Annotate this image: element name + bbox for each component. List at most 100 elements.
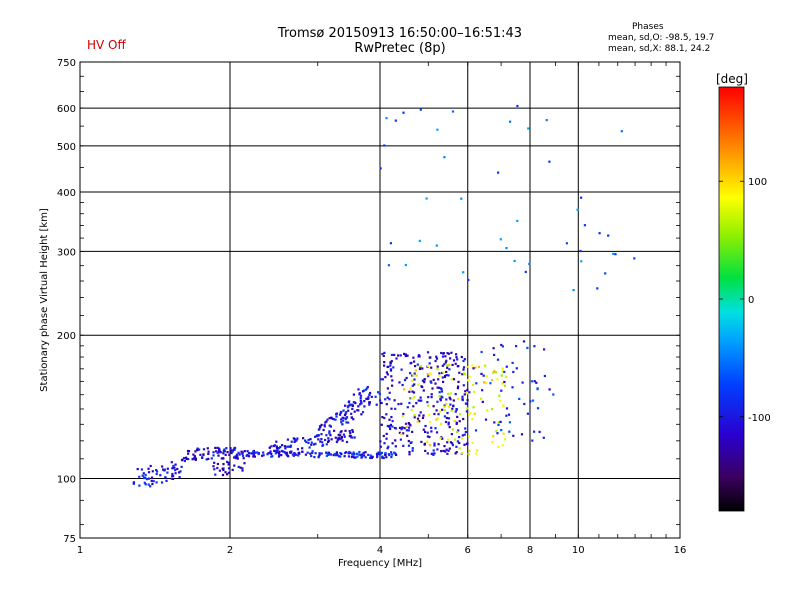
echo-point bbox=[497, 445, 500, 448]
echo-point bbox=[480, 350, 483, 354]
echo-point bbox=[421, 367, 424, 370]
echo-point bbox=[511, 386, 514, 389]
echo-point bbox=[351, 453, 354, 456]
echo-point bbox=[391, 420, 394, 423]
echo-point bbox=[404, 354, 407, 358]
echo-point bbox=[382, 354, 385, 357]
echo-point bbox=[347, 452, 350, 455]
echo-point bbox=[442, 380, 445, 383]
echo-point bbox=[438, 391, 441, 394]
echo-point bbox=[454, 452, 457, 455]
echo-point bbox=[389, 427, 392, 431]
echo-point bbox=[325, 454, 328, 457]
echo-point bbox=[160, 481, 164, 484]
echo-point bbox=[434, 427, 437, 430]
echo-point bbox=[391, 384, 394, 387]
echo-point bbox=[323, 425, 326, 428]
echo-point bbox=[420, 385, 423, 388]
echo-point bbox=[462, 271, 465, 274]
echo-point bbox=[270, 445, 273, 448]
echo-point bbox=[224, 471, 227, 474]
echo-point bbox=[338, 438, 341, 441]
echo-point bbox=[471, 441, 474, 444]
echo-point bbox=[444, 355, 447, 358]
echo-point bbox=[449, 398, 452, 401]
echo-point bbox=[416, 363, 419, 366]
echo-point bbox=[166, 471, 169, 474]
echo-point bbox=[462, 417, 465, 421]
echo-point bbox=[359, 399, 362, 402]
echo-point bbox=[447, 438, 450, 441]
echo-point bbox=[452, 404, 455, 407]
echo-point bbox=[319, 425, 322, 428]
echo-point bbox=[292, 437, 295, 440]
echo-point bbox=[196, 447, 199, 450]
echo-point bbox=[278, 450, 281, 453]
echo-point bbox=[386, 387, 389, 390]
echo-point bbox=[355, 452, 359, 455]
echo-point bbox=[480, 397, 483, 400]
echo-point bbox=[548, 160, 551, 163]
echo-point bbox=[420, 440, 423, 443]
echo-point bbox=[366, 397, 369, 401]
echo-point bbox=[192, 453, 195, 456]
echo-point bbox=[411, 374, 414, 377]
echo-point bbox=[290, 440, 293, 443]
echo-point bbox=[225, 447, 228, 450]
echo-point bbox=[492, 371, 495, 374]
echo-point bbox=[318, 453, 321, 457]
echo-point bbox=[356, 409, 359, 412]
echo-point bbox=[413, 372, 416, 375]
echo-point bbox=[418, 420, 421, 423]
echo-point bbox=[512, 370, 515, 374]
echo-point bbox=[286, 445, 289, 448]
echo-point bbox=[492, 347, 495, 350]
echo-point bbox=[351, 404, 354, 407]
echo-point bbox=[342, 419, 345, 422]
echo-point bbox=[370, 456, 373, 460]
echo-point bbox=[419, 366, 422, 369]
echo-point bbox=[344, 418, 347, 421]
echo-point bbox=[357, 388, 360, 391]
x-tick-label: 16 bbox=[674, 545, 687, 556]
echo-point bbox=[340, 430, 343, 433]
echo-point bbox=[207, 450, 210, 453]
echo-point bbox=[313, 456, 316, 459]
echo-point bbox=[437, 443, 440, 446]
echo-point bbox=[441, 355, 445, 358]
echo-point bbox=[463, 358, 466, 361]
echo-point bbox=[330, 416, 333, 419]
echo-point bbox=[359, 454, 362, 457]
echo-point bbox=[413, 414, 416, 417]
echo-point bbox=[224, 453, 227, 456]
echo-point bbox=[419, 365, 422, 368]
y-tick-label: 75 bbox=[63, 534, 76, 545]
echo-point bbox=[370, 395, 373, 398]
echo-point bbox=[399, 438, 402, 441]
echo-point bbox=[220, 457, 223, 460]
echo-point bbox=[349, 432, 352, 435]
echo-point bbox=[202, 453, 205, 456]
echo-point bbox=[439, 397, 442, 401]
echo-point bbox=[345, 411, 348, 414]
chart-title: Tromsø 20150913 16:50:00–16:51:43 bbox=[277, 26, 523, 41]
echo-point bbox=[475, 449, 479, 452]
echo-point bbox=[413, 383, 416, 386]
echo-point bbox=[439, 399, 442, 402]
echo-point bbox=[457, 385, 460, 388]
echo-point bbox=[393, 399, 396, 402]
echo-point bbox=[423, 378, 426, 381]
echo-point bbox=[491, 407, 494, 411]
echo-point bbox=[482, 374, 485, 377]
echo-point bbox=[296, 437, 299, 440]
echo-point bbox=[241, 452, 244, 455]
echo-point bbox=[439, 436, 442, 439]
echo-point bbox=[307, 438, 310, 442]
echo-point bbox=[136, 468, 139, 471]
echo-point bbox=[418, 367, 422, 371]
echo-point bbox=[403, 388, 406, 391]
echo-point bbox=[343, 455, 346, 458]
x-tick-label: 1 bbox=[77, 545, 83, 556]
echo-point bbox=[394, 119, 397, 122]
echo-point bbox=[446, 352, 449, 355]
